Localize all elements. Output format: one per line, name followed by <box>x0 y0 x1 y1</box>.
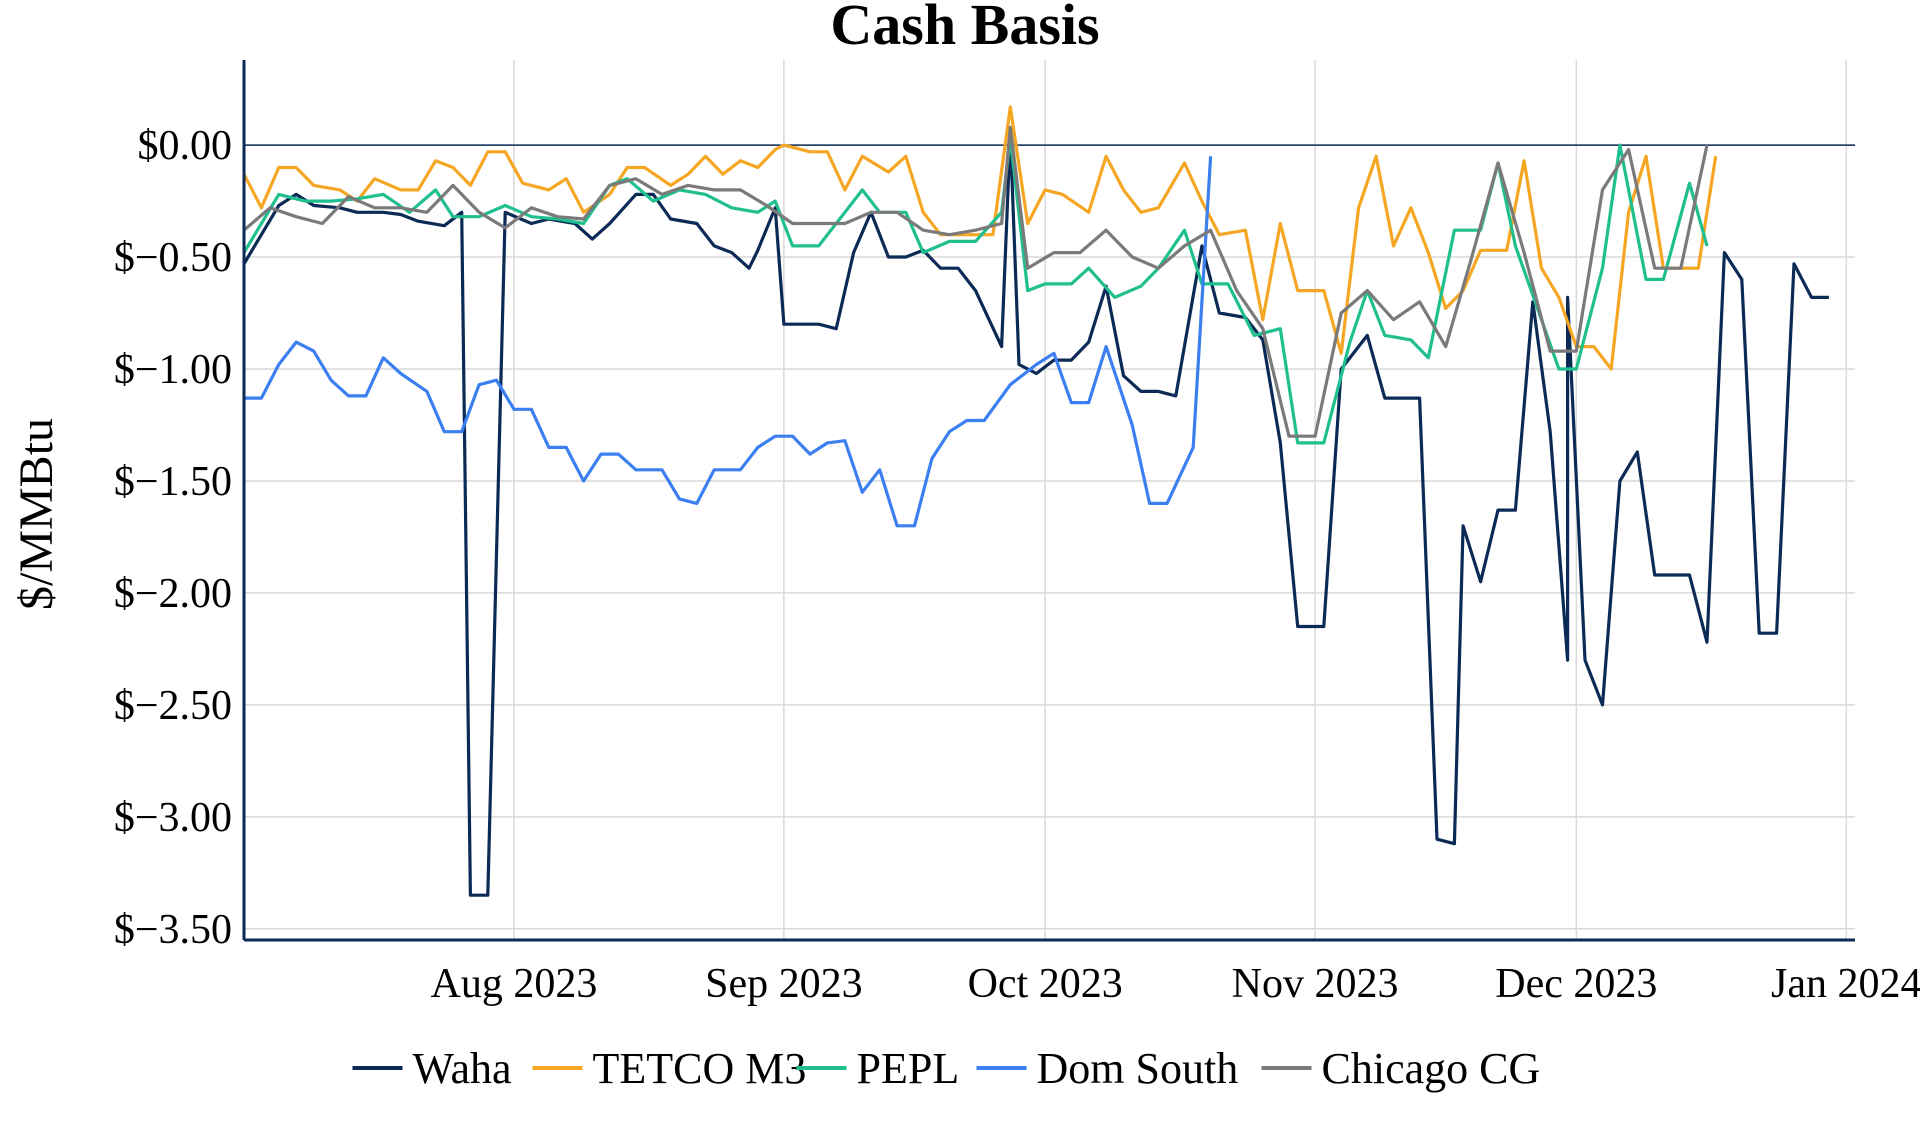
series-line-dom-south <box>244 156 1213 528</box>
series-line-waha <box>242 132 1829 897</box>
legend-label: Dom South <box>1037 1044 1239 1093</box>
legend-label: Waha <box>413 1044 512 1093</box>
y-tick-label: $−3.00 <box>114 795 232 841</box>
series-lines <box>242 105 1829 897</box>
x-tick-label: Nov 2023 <box>1232 961 1399 1007</box>
legend-label: Chicago CG <box>1322 1044 1541 1093</box>
legend: Waha TETCO M3 PEPL Dom South Chicago CG <box>352 1044 1541 1093</box>
x-tick-label: Oct 2023 <box>968 961 1123 1007</box>
y-tick-label: $−3.50 <box>114 907 232 953</box>
axes <box>242 60 1855 942</box>
legend-label: TETCO M3 <box>593 1044 807 1093</box>
x-tick-label: Dec 2023 <box>1495 961 1657 1007</box>
x-tick-label: Aug 2023 <box>431 961 598 1007</box>
series-line-tetco-m3 <box>242 105 1718 371</box>
y-tick-label: $−0.50 <box>114 235 232 281</box>
x-tick-label: Jan 2024 <box>1771 961 1920 1007</box>
y-tick-label: $−1.00 <box>114 347 232 393</box>
legend-label: PEPL <box>857 1044 960 1093</box>
x-tick-label: Sep 2023 <box>705 961 863 1007</box>
y-tick-label: $−1.50 <box>114 459 232 505</box>
y-tick-label: $0.00 <box>138 123 233 169</box>
series-line-chicago-cg <box>242 125 1709 438</box>
y-tick-label: $−2.00 <box>114 571 232 617</box>
chart-title: Cash Basis <box>830 0 1099 57</box>
y-tick-label: $−2.50 <box>114 683 232 729</box>
axis-ticks: $0.00 $−0.50 $−1.00 $−1.50 $−2.00 $−2.50 $−3.0… <box>114 123 1920 1007</box>
y-axis-label: $/MMBtu <box>10 418 63 610</box>
